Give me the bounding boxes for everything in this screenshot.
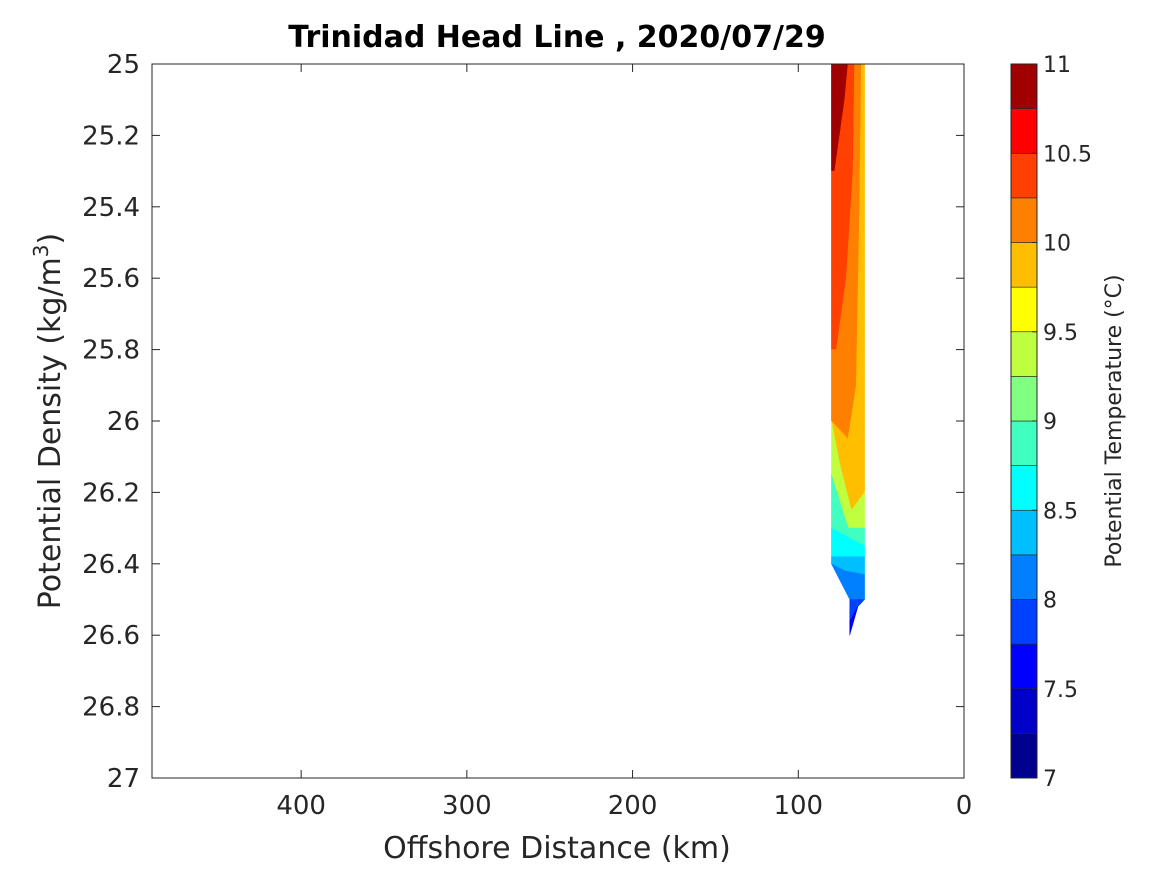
plot-area xyxy=(152,64,964,778)
x-tick-label: 300 xyxy=(442,791,492,821)
colorbar-segment xyxy=(1010,242,1038,288)
x-axis-label: Offshore Distance (km) xyxy=(383,831,731,866)
colorbar-tick-label: 10.5 xyxy=(1043,142,1092,167)
colorbar-segment xyxy=(1010,108,1038,154)
y-tick-label: 26.6 xyxy=(82,621,140,651)
y-axis-label-main: Potential Density (kg/m xyxy=(33,257,68,609)
colorbar-ticks: 7 7.5 8 8.5 9 9.5 10 10.5 11 xyxy=(1032,53,1092,792)
y-axis-label: Potential Density (kg/m3) xyxy=(29,233,68,609)
colorbar-tick-label: 9 xyxy=(1043,410,1057,435)
contour-band-5 xyxy=(831,474,865,547)
colorbar xyxy=(1010,63,1038,779)
x-tick-label: 100 xyxy=(773,791,823,821)
colorbar-segment xyxy=(1010,509,1038,556)
colorbar-segment xyxy=(1010,152,1038,199)
colorbar-segment xyxy=(1010,197,1038,243)
contour-band-8 xyxy=(830,563,865,600)
colorbar-segment xyxy=(1010,554,1038,600)
colorbar-segment xyxy=(1010,420,1038,466)
y-axis-label-close: ) xyxy=(33,233,68,245)
contour-bands xyxy=(830,63,866,636)
y-tick-label: 25 xyxy=(107,50,140,80)
y-axis: 25 25.2 25.4 25.6 25.8 26 26.2 26.4 26.6 26.8 27 xyxy=(82,50,964,794)
colorbar-tick-label: 8.5 xyxy=(1043,499,1078,524)
colorbar-tick-label: 7 xyxy=(1043,767,1057,792)
chart-title: Trinidad Head Line , 2020/07/29 xyxy=(288,20,825,55)
y-tick-label: 27 xyxy=(107,764,140,794)
colorbar-tick-label: 11 xyxy=(1043,53,1071,78)
y-axis-label-superscript: 3 xyxy=(29,244,53,257)
y-tick-label: 25.8 xyxy=(82,336,140,366)
y-tick-label: 25.4 xyxy=(82,193,140,223)
colorbar-tick-label: 7.5 xyxy=(1043,678,1078,703)
colorbar-segment xyxy=(1010,376,1038,422)
colorbar-segment xyxy=(1010,331,1038,377)
colorbar-segment xyxy=(1010,643,1038,690)
x-axis: 400 300 200 100 0 xyxy=(276,64,972,821)
y-tick-label: 26 xyxy=(107,407,140,437)
colorbar-segment xyxy=(1010,63,1038,109)
y-tick-label: 26.8 xyxy=(82,693,140,723)
colorbar-segment xyxy=(1010,465,1038,511)
colorbar-tick-label: 10 xyxy=(1043,232,1071,257)
x-tick-label: 0 xyxy=(956,791,973,821)
y-tick-label: 25.6 xyxy=(82,264,140,294)
colorbar-segment xyxy=(1010,688,1038,734)
y-tick-label: 26.2 xyxy=(82,478,140,508)
colorbar-segment xyxy=(1010,599,1038,645)
y-tick-label: 25.2 xyxy=(82,121,140,151)
colorbar-tick-label: 9.5 xyxy=(1043,321,1078,346)
colorbar-tick-label: 8 xyxy=(1043,589,1057,614)
colorbar-segment xyxy=(1010,733,1038,779)
x-tick-label: 400 xyxy=(276,791,326,821)
x-tick-label: 200 xyxy=(608,791,658,821)
colorbar-segment xyxy=(1010,286,1038,333)
contour-band-10 xyxy=(849,606,859,636)
y-tick-label: 26.4 xyxy=(82,550,140,580)
colorbar-label: Potential Temperature (°C) xyxy=(1102,274,1127,567)
